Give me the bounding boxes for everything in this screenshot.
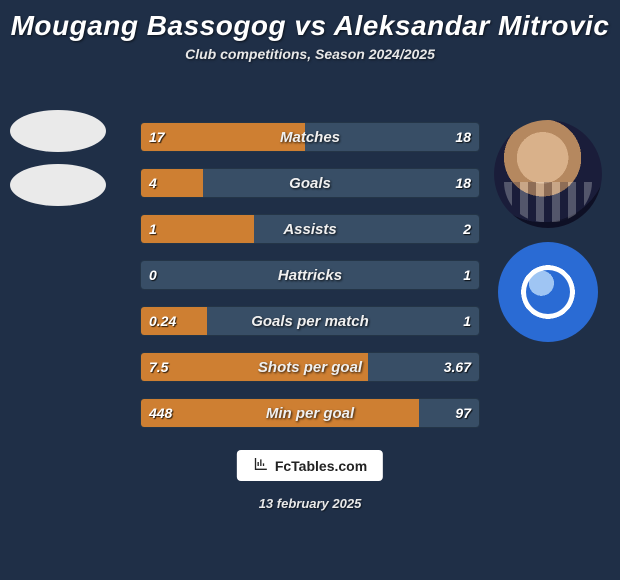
- stat-row: Goals4 18: [140, 168, 480, 198]
- stat-value-right: 97: [447, 399, 479, 427]
- stat-value-left: 17: [141, 123, 173, 151]
- stat-value-right: 18: [447, 123, 479, 151]
- stat-row: Min per goal448 97: [140, 398, 480, 428]
- stat-value-right: 3.67: [436, 353, 479, 381]
- stat-value-left: 1: [141, 215, 165, 243]
- subtitle: Club competitions, Season 2024/2025: [0, 46, 620, 62]
- stat-value-right: 2: [455, 215, 479, 243]
- stat-label: Hattricks: [141, 261, 479, 289]
- left-player-area: [10, 110, 106, 218]
- stat-row: Matches17 18: [140, 122, 480, 152]
- date-text: 13 february 2025: [0, 496, 620, 511]
- right-player-area: [494, 120, 602, 342]
- stat-value-right: 1: [455, 261, 479, 289]
- stat-value-left: 7.5: [141, 353, 176, 381]
- right-player-avatar: [494, 120, 602, 228]
- stat-label: Goals: [141, 169, 479, 197]
- stat-label: Min per goal: [141, 399, 479, 427]
- stat-value-left: 4: [141, 169, 165, 197]
- chart-icon: [253, 456, 269, 475]
- stat-value-right: 1: [455, 307, 479, 335]
- stat-row: Assists1 2: [140, 214, 480, 244]
- stat-value-left: 0.24: [141, 307, 184, 335]
- brand-text: FcTables.com: [275, 458, 367, 474]
- stat-label: Shots per goal: [141, 353, 479, 381]
- stat-value-left: 0: [141, 261, 165, 289]
- stat-label: Goals per match: [141, 307, 479, 335]
- right-club-badge: [498, 242, 598, 342]
- stat-row: Goals per match0.24 1: [140, 306, 480, 336]
- page-title: Mougang Bassogog vs Aleksandar Mitrovic: [0, 0, 620, 46]
- stats-container: Matches1718Goals418Assists12Hattricks01G…: [140, 122, 480, 444]
- left-player-avatar: [10, 110, 106, 152]
- stat-row: Shots per goal7.5 3.67: [140, 352, 480, 382]
- left-club-badge: [10, 164, 106, 206]
- stat-row: Hattricks0 1: [140, 260, 480, 290]
- stat-label: Assists: [141, 215, 479, 243]
- stat-value-left: 448: [141, 399, 180, 427]
- brand-badge[interactable]: FcTables.com: [237, 450, 383, 481]
- stat-value-right: 18: [447, 169, 479, 197]
- stat-label: Matches: [141, 123, 479, 151]
